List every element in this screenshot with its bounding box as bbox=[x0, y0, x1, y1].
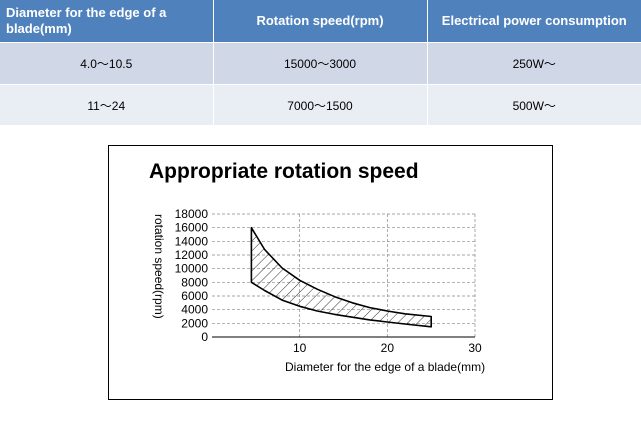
y-tick-label: 12000 bbox=[175, 248, 209, 262]
x-tick-label: 20 bbox=[381, 341, 395, 355]
y-tick-label: 10000 bbox=[175, 262, 209, 276]
y-tick-label: 14000 bbox=[175, 234, 209, 248]
header-diameter: Diameter for the edge of a blade(mm) bbox=[0, 0, 214, 43]
x-axis-label: Diameter for the edge of a blade(mm) bbox=[285, 360, 485, 374]
y-tick-label: 2000 bbox=[181, 316, 208, 330]
cell-rotation-speed: 15000～3000 bbox=[213, 42, 428, 85]
table-row: 4.0～10.5 15000～3000 250W～ bbox=[0, 42, 641, 85]
y-tick-label: 16000 bbox=[175, 221, 209, 235]
spec-table: Diameter for the edge of a blade(mm) Rot… bbox=[0, 0, 641, 125]
cell-power: 500W～ bbox=[427, 84, 641, 125]
cell-rotation-speed: 7000～1500 bbox=[213, 84, 428, 125]
cell-diameter: 4.0～10.5 bbox=[0, 42, 214, 85]
y-tick-label: 8000 bbox=[181, 275, 208, 289]
recommended-speed-band bbox=[250, 226, 432, 328]
x-tick-label: 10 bbox=[293, 341, 307, 355]
x-tick-label: 30 bbox=[468, 341, 482, 355]
cell-power: 250W～ bbox=[427, 42, 641, 85]
chart-panel: Appropriate rotation speed 0 2000 4000 6000… bbox=[108, 145, 553, 400]
header-power-consumption: Electrical power consumption bbox=[427, 0, 641, 43]
rotation-speed-chart: 0200040006000800010000120001400016000180… bbox=[152, 207, 485, 374]
header-rotation-speed: Rotation speed(rpm) bbox=[213, 0, 428, 43]
chart-title: Appropriate rotation speed bbox=[149, 160, 419, 183]
table-row: 11～24 7000～1500 500W～ bbox=[0, 84, 641, 125]
y-tick-label: 4000 bbox=[181, 303, 208, 317]
y-tick-label: 6000 bbox=[181, 289, 208, 303]
y-tick-label: 0 bbox=[201, 330, 208, 344]
cell-diameter: 11～24 bbox=[0, 84, 214, 125]
y-axis-label: rotation speed(rpm) bbox=[152, 214, 166, 319]
y-tick-label: 18000 bbox=[175, 207, 209, 221]
table-header-row: Diameter for the edge of a blade(mm) Rot… bbox=[0, 0, 641, 43]
